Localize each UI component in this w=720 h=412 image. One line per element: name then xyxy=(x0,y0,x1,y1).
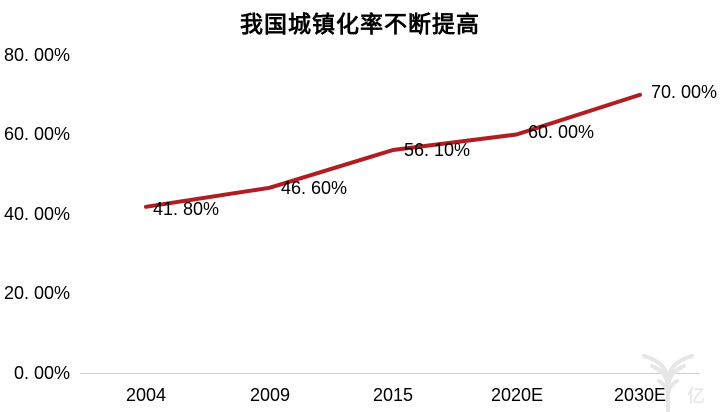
y-tick-label-60: 60. 00% xyxy=(3,124,70,144)
watermark-text: 亿欧 xyxy=(687,386,707,406)
x-tick-2030e: 2030E xyxy=(613,385,667,405)
y-tick-label-40: 40. 00% xyxy=(3,204,70,224)
yiou-tree-logo-icon xyxy=(642,354,694,412)
x-tick-2020e: 2020E xyxy=(490,385,544,405)
data-label-2030e: 70. 00% xyxy=(651,82,718,102)
x-tick-2015: 2015 xyxy=(372,385,414,405)
data-label-2004: 41. 80% xyxy=(153,199,220,219)
y-tick-label-20: 20. 00% xyxy=(3,283,70,303)
watermark: 亿欧 xyxy=(638,348,720,412)
y-tick-label-80: 80. 00% xyxy=(3,45,70,65)
x-axis-line xyxy=(80,373,700,374)
data-label-2009: 46. 60% xyxy=(281,178,348,198)
data-label-2015: 56. 10% xyxy=(404,140,471,160)
x-tick-2004: 2004 xyxy=(125,385,167,405)
urbanization-rate-line xyxy=(144,92,642,209)
data-label-2020e: 60. 00% xyxy=(528,122,595,142)
x-tick-2009: 2009 xyxy=(249,385,291,405)
chart-title: 我国城镇化率不断提高 xyxy=(240,11,480,38)
y-tick-label-0: 0. 00% xyxy=(13,363,70,383)
